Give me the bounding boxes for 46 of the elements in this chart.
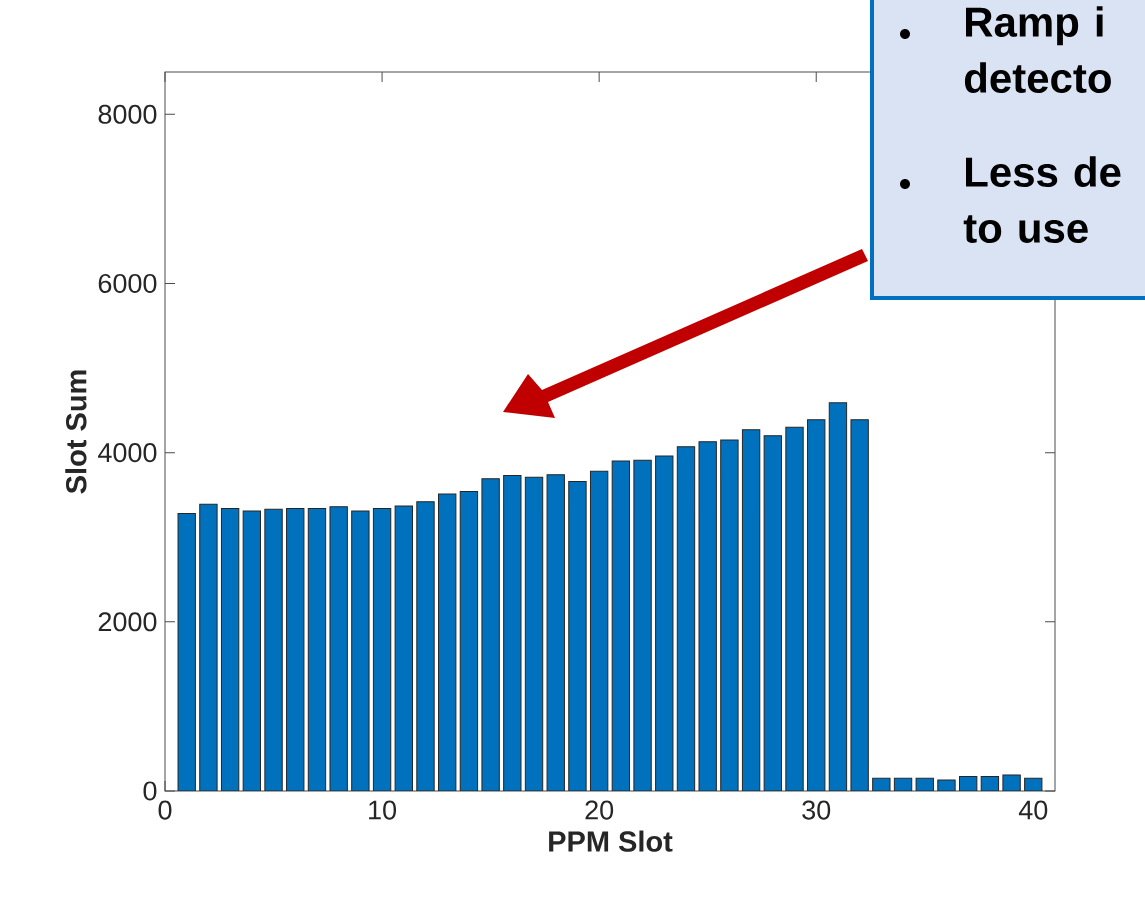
x-axis-title: PPM Slot [549, 830, 673, 852]
bar [351, 511, 370, 791]
bar [720, 439, 739, 791]
bar [243, 511, 261, 791]
bar [308, 508, 326, 791]
bar [460, 491, 478, 791]
x-tick-label: 20 [585, 800, 614, 820]
bar [416, 501, 435, 791]
y-axis-title: Slot Sum [65, 370, 87, 494]
bar [221, 508, 239, 791]
bar [373, 508, 391, 791]
bar [503, 475, 522, 791]
bar [829, 402, 847, 791]
bar [547, 474, 565, 791]
bar [655, 456, 673, 791]
bar [178, 513, 196, 791]
bar [742, 429, 760, 791]
bar [264, 509, 283, 791]
bar [481, 478, 500, 791]
annotation: Ramp i detecto [964, 6, 1111, 94]
bar [764, 435, 782, 791]
x-tick-label: 10 [369, 800, 397, 820]
bar [199, 504, 218, 791]
bar [329, 506, 348, 791]
bar [525, 477, 543, 791]
y-tick-label: 4000 [98, 443, 157, 463]
bar [286, 508, 304, 791]
y-tick-label: 0 [143, 781, 157, 801]
bar [438, 494, 456, 791]
bar [807, 419, 825, 791]
x-tick-label: 0 [158, 800, 172, 820]
x-tick-label: 40 [1018, 800, 1048, 820]
bar [677, 446, 695, 791]
bar [395, 505, 413, 791]
x-tick-label: 30 [802, 800, 831, 820]
bar [633, 460, 652, 791]
bar [699, 441, 717, 791]
bar [590, 471, 608, 791]
bar [785, 427, 804, 791]
annotation: Less de to use [963, 156, 1121, 244]
y-tick-label: 2000 [98, 612, 157, 632]
bar [568, 481, 587, 791]
bar [850, 419, 869, 791]
y-tick-label: 8000 [98, 104, 157, 124]
y-tick-label: 6000 [98, 273, 157, 294]
bar [612, 461, 630, 791]
